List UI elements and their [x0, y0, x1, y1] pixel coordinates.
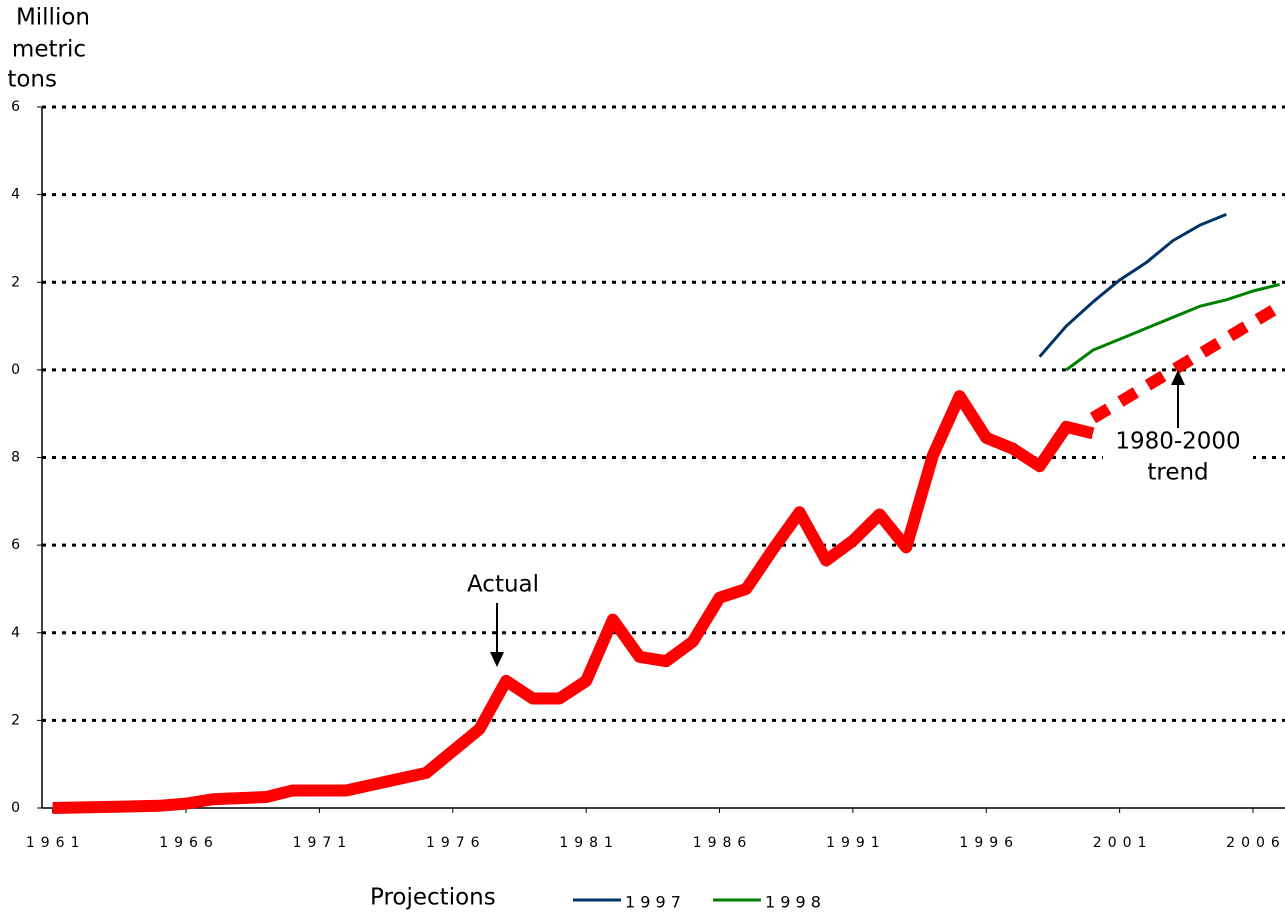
x-tick-label: 2001 — [1093, 835, 1153, 851]
y-tick-label: 4 — [11, 625, 20, 641]
x-tick-label: 1986 — [693, 835, 753, 851]
y-tick-label: 2 — [11, 712, 20, 728]
legend-label: 1 9 9 8 — [765, 893, 821, 912]
x-tick-label: 1961 — [26, 835, 86, 851]
y-tick-label: 0 — [11, 362, 20, 378]
x-tick-label: 1991 — [826, 835, 886, 851]
annotation: 1980-2000 — [1115, 429, 1240, 455]
y-tick-label: 6 — [11, 537, 20, 553]
y-tick-label: 8 — [11, 450, 20, 466]
annotation-arrowhead — [490, 652, 504, 667]
legend-title: Projections — [370, 885, 496, 911]
y-axis-title: tons — [7, 67, 57, 93]
y-tick-label: 6 — [11, 99, 20, 115]
annotation: Actual — [467, 572, 539, 598]
x-tick-label: 2006 — [1226, 835, 1285, 851]
annotation-bg — [1103, 428, 1253, 488]
annotation-arrowhead — [1171, 370, 1185, 385]
x-tick-label: 1996 — [959, 835, 1019, 851]
projection-line — [1065, 282, 1281, 372]
actual-line — [52, 390, 1095, 814]
x-tick-label: 1966 — [159, 835, 219, 851]
legend-label: 1 9 9 7 — [625, 893, 681, 912]
y-tick-label: 2 — [11, 274, 20, 290]
annotation: trend — [1147, 460, 1208, 486]
trend-line — [1089, 301, 1283, 424]
projection-line — [1038, 212, 1227, 358]
x-tick-label: 1976 — [426, 835, 486, 851]
x-tick-label: 1971 — [293, 835, 353, 851]
y-tick-label: 4 — [11, 187, 20, 203]
y-axis-title: metric — [12, 37, 86, 63]
x-tick-label: 1981 — [559, 835, 619, 851]
y-axis-title: Million — [16, 5, 90, 31]
y-tick-label: 0 — [11, 800, 20, 816]
